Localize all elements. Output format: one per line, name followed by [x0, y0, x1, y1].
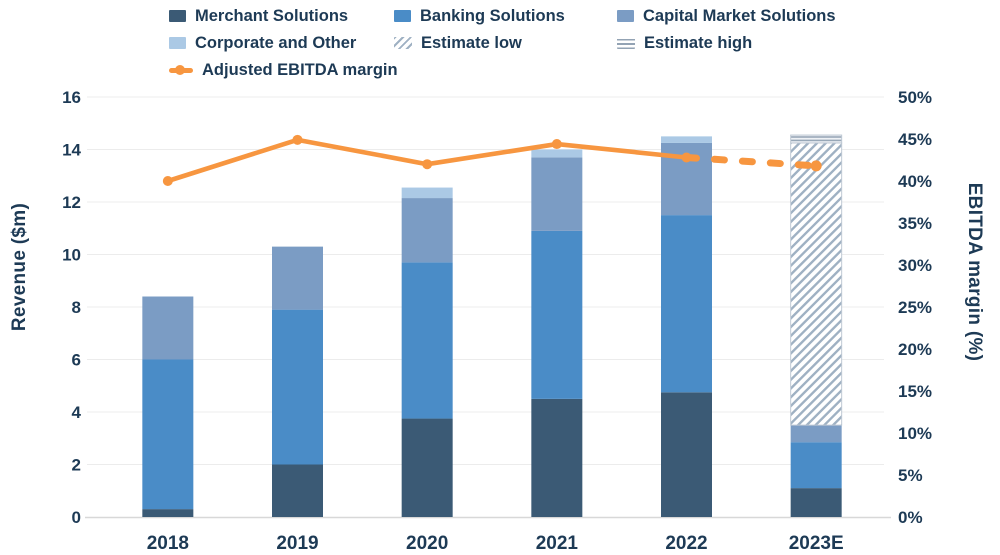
bar-segment-capital-2020 [401, 198, 453, 263]
legend-label: Corporate and Other [195, 33, 357, 52]
bar-segment-corporate-2022 [661, 136, 712, 143]
ebitda-marker-2020 [422, 159, 433, 170]
bar-segment-corporate-2021 [531, 149, 583, 158]
ebitda-line-estimate [683, 153, 820, 170]
y-axis-right-tick: 40% [898, 172, 932, 191]
y-axis-left-tick: 12 [62, 193, 81, 212]
y-axis-right-tick: 35% [898, 214, 932, 233]
legend-item-corporate-and-other: Corporate and Other [169, 31, 356, 55]
x-axis-label-2020: 2020 [406, 533, 448, 554]
x-axis-label-2018: 2018 [147, 533, 189, 554]
legend-label: Adjusted EBITDA margin [202, 60, 398, 79]
bar-segment-estimate_low-2023e [790, 142, 843, 426]
line-marker-dot-icon [175, 65, 185, 75]
bar-segment-banking-2019 [272, 309, 323, 465]
banking-swatch-icon [394, 10, 411, 22]
bar-segment-banking-2018 [142, 359, 194, 510]
ebitda-marker-2022 [681, 152, 692, 163]
y-axis-right-tick: 30% [898, 256, 932, 275]
y-axis-left-tick: 16 [62, 88, 81, 107]
y-axis-left-tick: 0 [72, 508, 81, 527]
bar-segment-banking-2023e [790, 442, 842, 489]
legend-item-banking-solutions: Banking Solutions [394, 4, 565, 28]
y-axis-left-tick: 4 [72, 403, 82, 422]
y-axis-left-tick: 14 [62, 141, 81, 160]
bar-segment-capital-2019 [272, 246, 323, 310]
y-axis-right-tick: 15% [898, 382, 932, 401]
y-axis-left-tick: 8 [72, 298, 81, 317]
legend-item-adjusted-ebitda-margin: Adjusted EBITDA margin [169, 58, 398, 82]
legend-label: Estimate high [644, 33, 753, 52]
bar-segment-merchant-2018 [142, 509, 194, 517]
legend-item-estimate-high: Estimate high [617, 31, 752, 55]
bar-segment-estimate_high-2023e [790, 134, 843, 144]
bar-segment-banking-2021 [531, 230, 583, 399]
y-axis-right-tick: 0% [898, 508, 923, 527]
merchant-swatch-icon [169, 10, 186, 22]
ebitda-marker-2021 [551, 139, 562, 150]
bar-segment-banking-2022 [661, 215, 712, 393]
y-axis-right-tick: 50% [898, 88, 932, 107]
legend-label: Estimate low [421, 33, 522, 52]
ebitda-marker-2023e [810, 160, 822, 172]
estimate-high-swatch-icon [617, 37, 635, 49]
y-axis-right-tick: 20% [898, 340, 932, 359]
right-axis-title: EBITDA margin (%) [964, 183, 985, 362]
margin-swatch-icon [169, 65, 193, 75]
corporate-swatch-icon [169, 37, 186, 49]
bar-segment-corporate-2020 [401, 187, 453, 199]
x-axis-label-2019: 2019 [276, 533, 318, 554]
ebitda-marker-2018 [162, 176, 173, 186]
y-axis-left-tick: 2 [72, 456, 81, 475]
legend-label: Banking Solutions [420, 6, 565, 25]
bar-segment-merchant-2021 [531, 398, 583, 517]
bar-segment-merchant-2022 [661, 392, 712, 517]
y-axis-right-tick: 45% [898, 130, 932, 149]
x-axis-label-2023e: 2023E [789, 533, 844, 554]
legend-item-capital-market-solutions: Capital Market Solutions [617, 4, 836, 28]
y-axis-left-tick: 6 [72, 351, 81, 370]
bar-segment-banking-2020 [401, 262, 453, 419]
legend-item-estimate-low: Estimate low [394, 31, 522, 55]
capital-swatch-icon [617, 10, 634, 22]
ebitda-marker-2019 [292, 134, 303, 145]
y-axis-right-tick: 5% [898, 466, 923, 485]
x-axis-label-2021: 2021 [536, 533, 579, 554]
left-axis-title: Revenue ($m) [9, 203, 30, 331]
bar-segment-merchant-2020 [401, 418, 453, 517]
bar-segment-capital-2021 [531, 157, 583, 231]
x-axis-label-2022: 2022 [665, 533, 707, 554]
legend-label: Merchant Solutions [195, 6, 349, 25]
bar-segment-merchant-2019 [272, 464, 323, 517]
y-axis-left-tick: 10 [62, 246, 81, 265]
y-axis-right-tick: 10% [898, 424, 932, 443]
bar-segment-capital-2018 [142, 296, 194, 360]
estimate-low-swatch-icon [394, 37, 412, 49]
legend-label: Capital Market Solutions [643, 6, 836, 25]
bar-segment-capital-2023e [790, 425, 842, 443]
bar-segment-merchant-2023e [790, 488, 842, 517]
y-axis-right-tick: 25% [898, 298, 932, 317]
legend-item-merchant-solutions: Merchant Solutions [169, 4, 348, 28]
